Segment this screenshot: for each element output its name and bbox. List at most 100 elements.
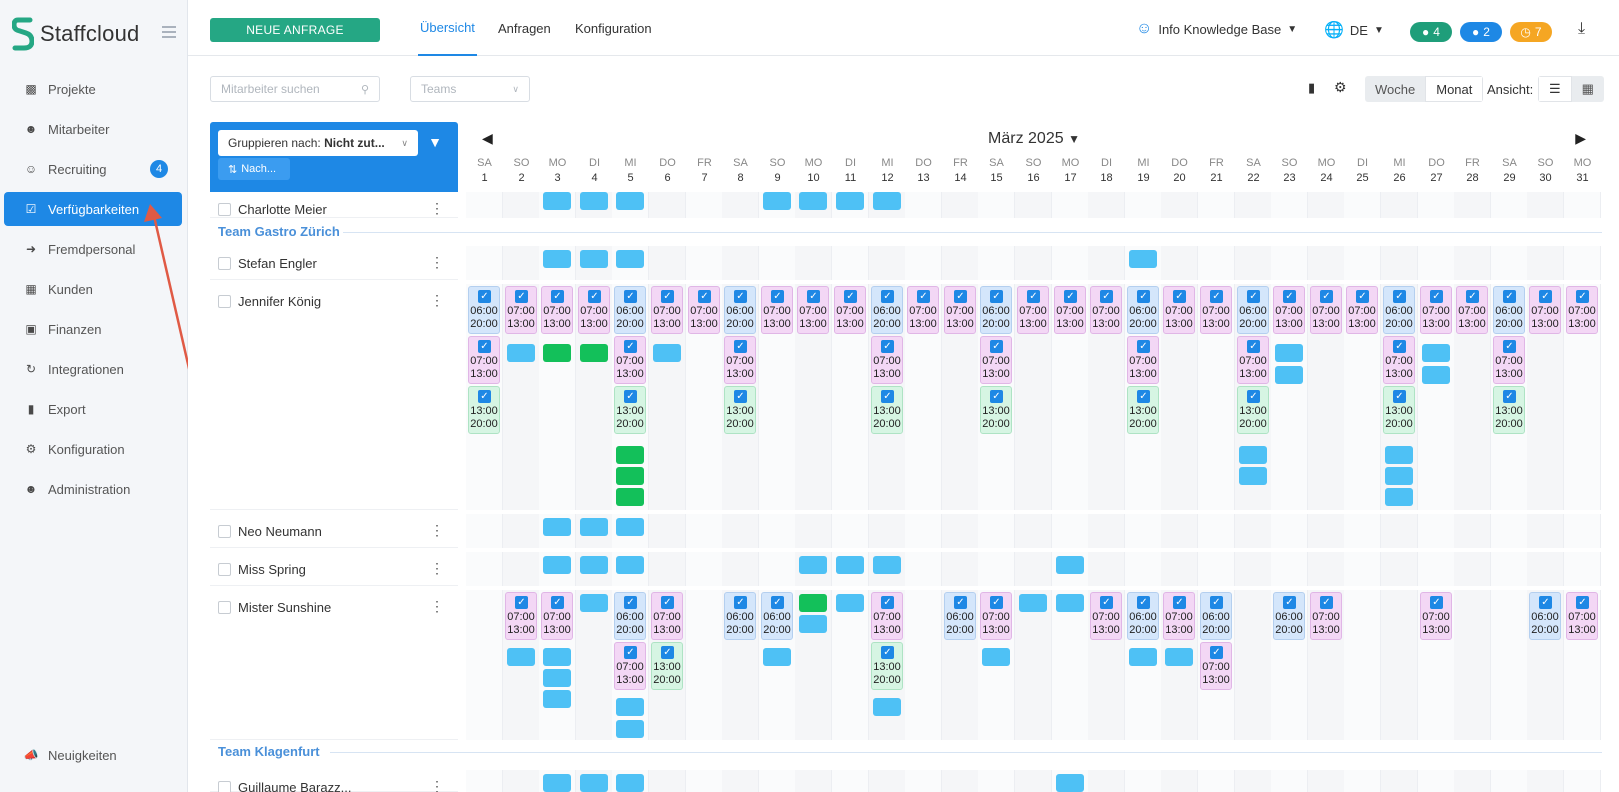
availability-block[interactable]	[580, 556, 608, 574]
day-cell[interactable]	[686, 192, 723, 218]
group-by-select[interactable]: Gruppieren nach: Nicht zut... ∨	[218, 130, 418, 156]
day-cell[interactable]	[466, 514, 503, 548]
availability-block[interactable]	[543, 669, 571, 687]
day-cell[interactable]	[832, 246, 869, 280]
day-cell[interactable]	[1381, 192, 1418, 218]
availability-block[interactable]	[1385, 467, 1413, 485]
availability-block[interactable]	[799, 192, 827, 210]
shift-card[interactable]: ✓ 06:00 20:00	[1127, 286, 1159, 334]
shift-card[interactable]: ✓ 06:00 20:00	[1200, 592, 1232, 640]
employee-row[interactable]: Stefan Engler ⋮	[210, 246, 458, 280]
shift-card[interactable]: ✓ 06:00 20:00	[614, 592, 646, 640]
day-cell[interactable]	[905, 552, 942, 586]
availability-block[interactable]	[982, 648, 1010, 666]
shift-card[interactable]: ✓ 07:00 13:00	[1054, 286, 1086, 334]
nav-export[interactable]: ▮ Export	[4, 392, 182, 426]
availability-block[interactable]	[1019, 594, 1047, 612]
day-cell[interactable]	[759, 770, 796, 792]
shift-card[interactable]: ✓ 07:00 13:00	[578, 286, 610, 334]
notifications-pill[interactable]: ● 2	[1460, 22, 1502, 42]
employee-row[interactable]: Guillaume Barazz... ⋮	[210, 770, 458, 792]
shift-card[interactable]: ✓ 06:00 20:00	[614, 286, 646, 334]
day-cell[interactable]	[1454, 246, 1491, 280]
day-cell[interactable]	[466, 590, 503, 740]
row-checkbox[interactable]	[218, 563, 231, 576]
nav-fremdpersonal[interactable]: ➜ Fremdpersonal	[4, 232, 182, 266]
nav-kunden[interactable]: ▦ Kunden	[4, 272, 182, 306]
shift-card[interactable]: ✓ 07:00 13:00	[1090, 592, 1122, 640]
day-cell[interactable]	[503, 514, 540, 548]
shift-card[interactable]: ✓ 06:00 20:00	[980, 286, 1012, 334]
nav-integrationen[interactable]: ↻ Integrationen	[4, 352, 182, 386]
day-cell[interactable]	[1527, 770, 1564, 792]
day-cell[interactable]	[1125, 770, 1162, 792]
day-cell[interactable]	[1344, 770, 1381, 792]
shift-card[interactable]: ✓ 13:00 20:00	[724, 386, 756, 434]
day-cell[interactable]	[869, 514, 906, 548]
day-cell[interactable]	[576, 590, 613, 740]
shift-card[interactable]: ✓ 07:00 13:00	[1127, 336, 1159, 384]
shift-card[interactable]: ✓ 07:00 13:00	[541, 286, 573, 334]
day-cell[interactable]	[1271, 770, 1308, 792]
day-cell[interactable]	[1491, 514, 1528, 548]
day-cell[interactable]	[686, 552, 723, 586]
day-cell[interactable]	[1308, 552, 1345, 586]
shift-card[interactable]: ✓ 13:00 20:00	[614, 386, 646, 434]
day-cell[interactable]	[1271, 514, 1308, 548]
shift-card[interactable]: ✓ 07:00 13:00	[1090, 286, 1122, 334]
day-cell[interactable]	[1161, 246, 1198, 280]
availability-block[interactable]	[1129, 250, 1157, 268]
day-cell[interactable]	[1015, 514, 1052, 548]
row-menu-icon[interactable]: ⋮	[430, 778, 444, 792]
day-cell[interactable]	[1308, 770, 1345, 792]
availability-block[interactable]	[799, 615, 827, 633]
shift-card[interactable]: ✓ 07:00 13:00	[688, 286, 720, 334]
nav-projekte[interactable]: ▩ Projekte	[4, 72, 182, 106]
day-cell[interactable]	[722, 552, 759, 586]
day-cell[interactable]	[1564, 770, 1601, 792]
day-cell[interactable]	[722, 192, 759, 218]
employee-row[interactable]: Mister Sunshine ⋮	[210, 590, 458, 740]
employee-row[interactable]: Jennifer König ⋮	[210, 284, 458, 510]
day-cell[interactable]	[1088, 770, 1125, 792]
day-cell[interactable]	[832, 770, 869, 792]
shift-card[interactable]: ✓ 07:00 13:00	[651, 592, 683, 640]
availability-block[interactable]	[1056, 774, 1084, 792]
day-cell[interactable]	[1454, 192, 1491, 218]
day-cell[interactable]	[649, 770, 686, 792]
day-cell[interactable]	[978, 514, 1015, 548]
day-cell[interactable]	[1454, 514, 1491, 548]
day-cell[interactable]	[795, 514, 832, 548]
day-cell[interactable]	[1564, 246, 1601, 280]
teams-select[interactable]: Teams ∨	[410, 76, 530, 102]
availability-block[interactable]	[616, 467, 644, 485]
shift-card[interactable]: ✓ 07:00 13:00	[797, 286, 829, 334]
availability-block[interactable]	[580, 518, 608, 536]
nav-mitarbeiter[interactable]: ☻ Mitarbeiter	[4, 112, 182, 146]
shift-card[interactable]: ✓ 06:00 20:00	[1237, 286, 1269, 334]
availability-block[interactable]	[543, 690, 571, 708]
shift-card[interactable]: ✓ 07:00 13:00	[1017, 286, 1049, 334]
availability-block[interactable]	[1275, 344, 1303, 362]
shift-card[interactable]: ✓ 06:00 20:00	[1383, 286, 1415, 334]
shift-card[interactable]: ✓ 07:00 13:00	[505, 286, 537, 334]
day-cell[interactable]	[1052, 514, 1089, 548]
shift-card[interactable]: ✓ 07:00 13:00	[505, 592, 537, 640]
shift-card[interactable]: ✓ 06:00 20:00	[1273, 592, 1305, 640]
availability-block[interactable]	[1239, 467, 1267, 485]
day-cell[interactable]	[832, 514, 869, 548]
shift-card[interactable]: ✓ 07:00 13:00	[944, 286, 976, 334]
day-cell[interactable]	[1418, 514, 1455, 548]
day-cell[interactable]	[1235, 590, 1272, 740]
availability-block[interactable]	[1422, 366, 1450, 384]
day-cell[interactable]	[1052, 246, 1089, 280]
day-cell[interactable]	[942, 770, 979, 792]
day-cell[interactable]	[1381, 246, 1418, 280]
day-cell[interactable]	[1052, 590, 1089, 740]
nav-neuigkeiten[interactable]: 📣 Neuigkeiten	[4, 738, 182, 772]
day-cell[interactable]	[905, 770, 942, 792]
availability-block[interactable]	[653, 344, 681, 362]
availability-block[interactable]	[1275, 366, 1303, 384]
availability-block[interactable]	[543, 192, 571, 210]
shift-card[interactable]: ✓ 06:00 20:00	[468, 286, 500, 334]
